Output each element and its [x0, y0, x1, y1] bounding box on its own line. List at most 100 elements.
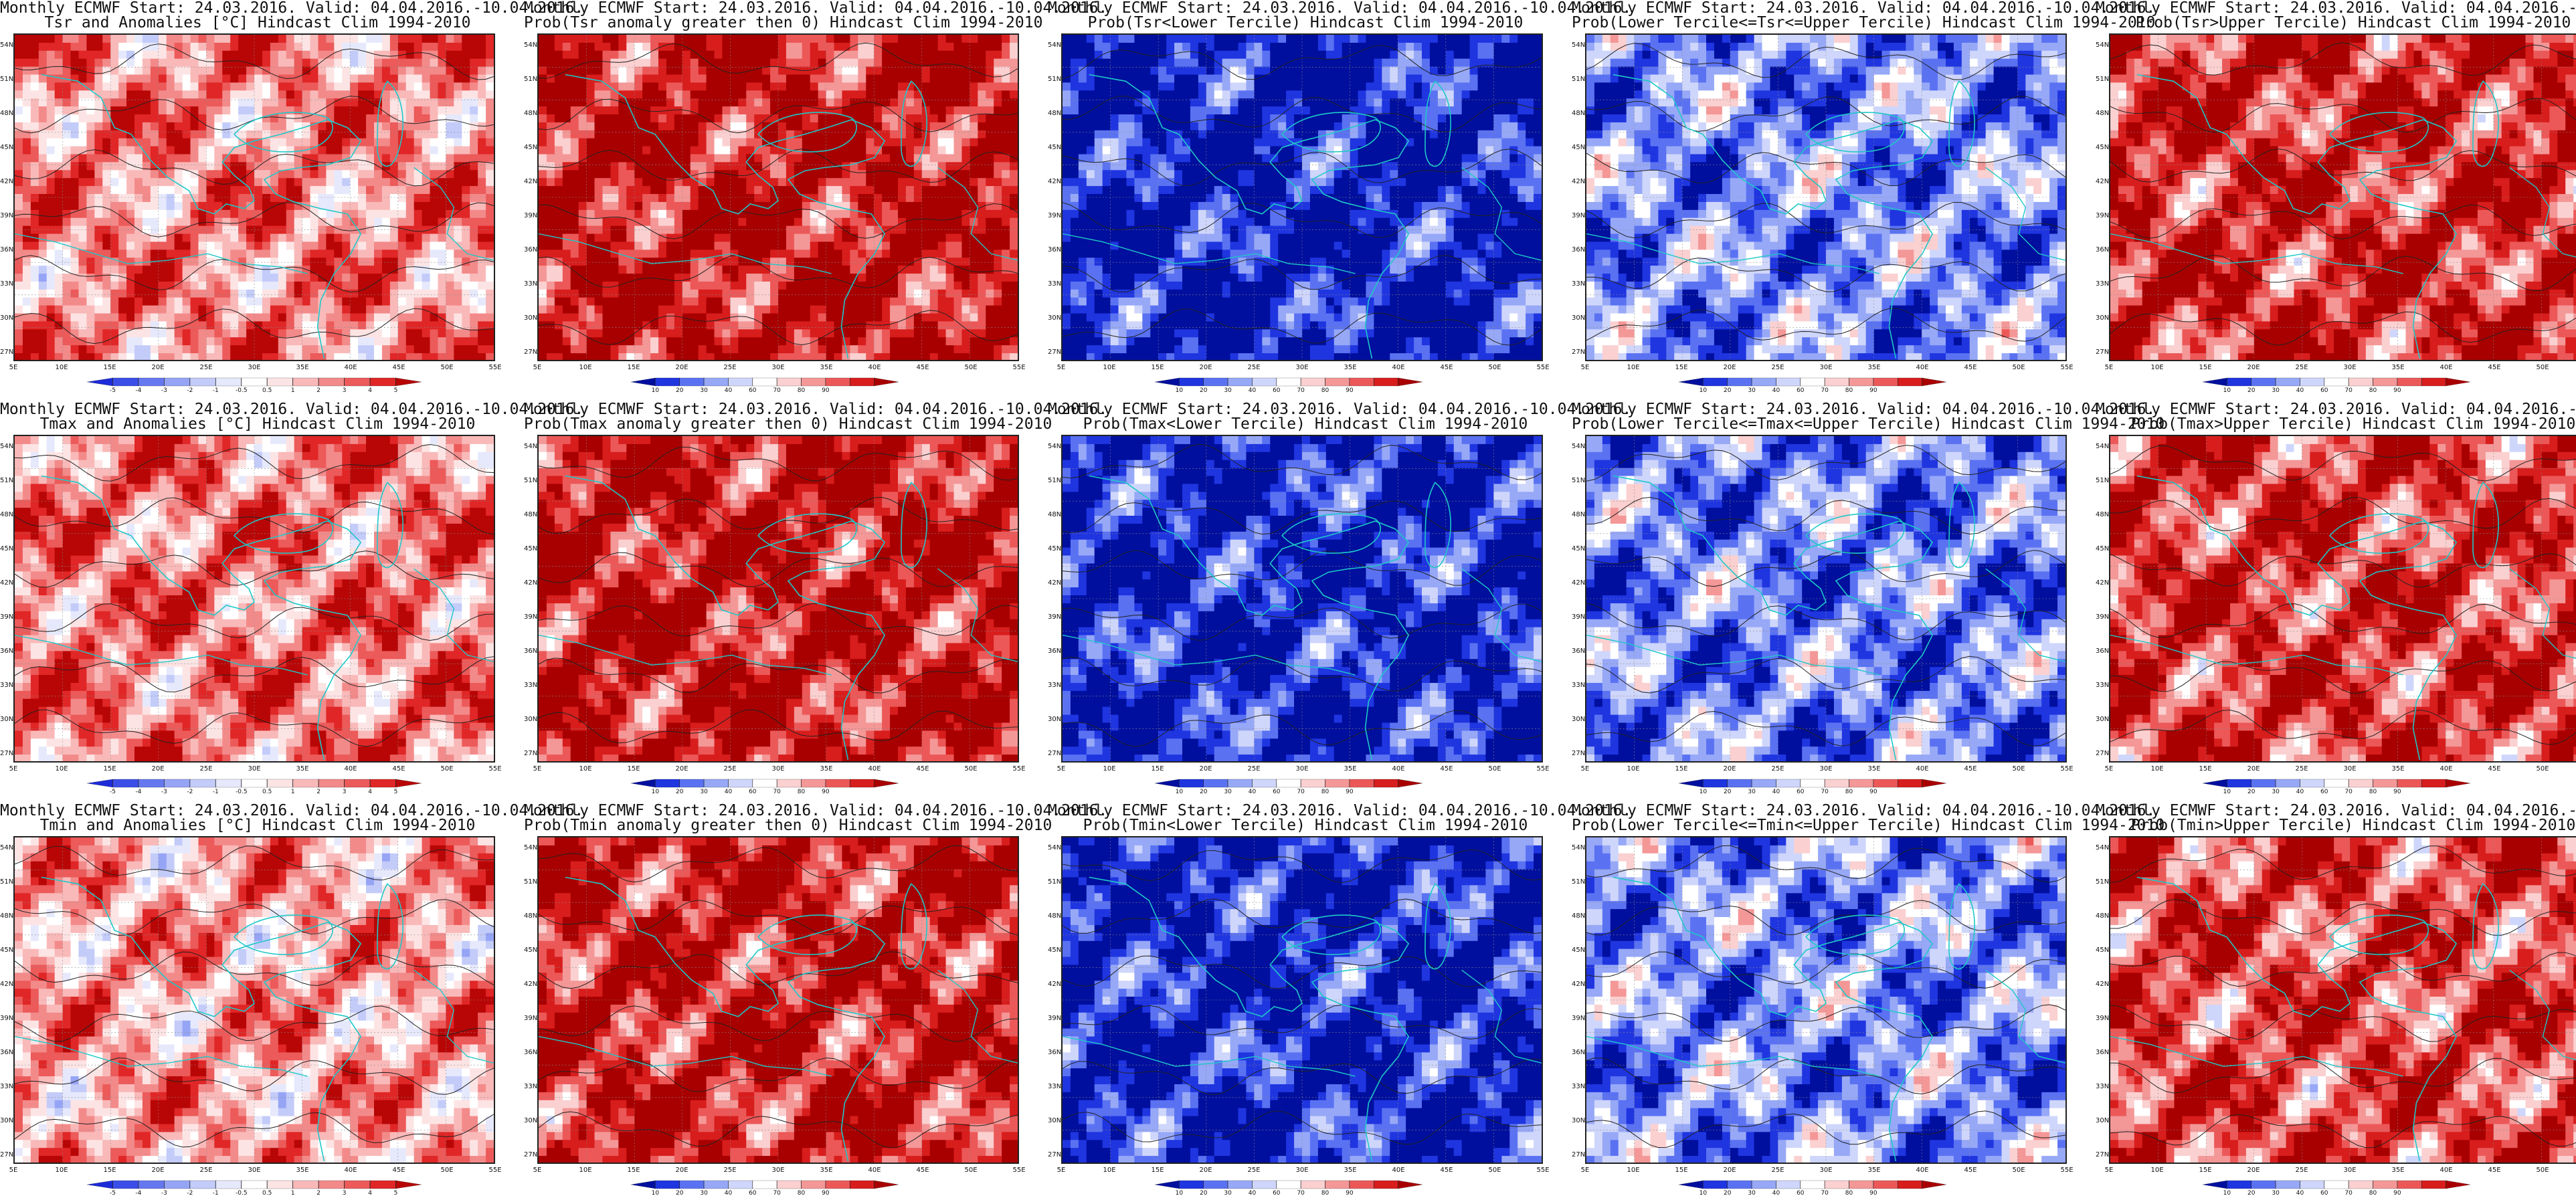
colorbar-label: 90 — [2393, 387, 2401, 394]
lat-tick-label: 48N — [1572, 912, 1585, 920]
panel-title-line1: Monthly ECMWF Start: 24.03.2016. Valid: … — [1048, 803, 1631, 819]
lat-tick-label: 39N — [1048, 1015, 1061, 1022]
forecast-map — [1585, 435, 2067, 763]
colorbar-label: 30 — [1748, 789, 1755, 795]
colorbar-label: 3 — [343, 387, 347, 394]
lon-tick-label: 40E — [2440, 364, 2452, 371]
colorbar-label: 40 — [725, 1190, 732, 1197]
lon-tick-label: 55E — [488, 364, 501, 371]
lon-tick-label: 25E — [199, 1167, 212, 1174]
lat-tick-label: 27N — [0, 750, 13, 757]
colorbar-label: 10 — [2223, 387, 2231, 394]
colorbar-label: 10 — [652, 387, 659, 394]
colorbar-label: 30 — [1748, 387, 1755, 394]
panel-title-line2: Prob(Tsr<Lower Tercile) Hindcast Clim 19… — [1048, 15, 1563, 31]
lon-tick-label: 45E — [2488, 364, 2500, 371]
map-field — [539, 837, 1018, 1163]
lat-tick-label: 39N — [2096, 212, 2109, 219]
lat-tick-label: 30N — [1572, 716, 1585, 723]
colorbar-label: 70 — [1297, 789, 1304, 795]
colorbar-label: 80 — [2369, 789, 2377, 795]
lon-tick-label: 50E — [2536, 765, 2549, 773]
lon-tick-label: 35E — [820, 765, 832, 773]
lat-tick-label: 54N — [524, 443, 537, 450]
lat-tick-label: 39N — [1048, 613, 1061, 621]
lat-tick-label: 42N — [1048, 981, 1061, 988]
map-field — [2110, 35, 2576, 360]
colorbar-label: 10 — [1699, 1190, 1707, 1197]
lon-tick-label: 40E — [2440, 1167, 2452, 1174]
forecast-panel: Monthly ECMWF Start: 24.03.2016. Valid: … — [2096, 401, 2576, 803]
lat-tick-label: 33N — [524, 1083, 537, 1090]
lon-tick-label: 35E — [296, 364, 308, 371]
forecast-map — [2109, 836, 2576, 1164]
colorbar-label: -1 — [213, 387, 219, 394]
lat-tick-label: 45N — [1572, 946, 1585, 954]
lon-tick-label: 30E — [771, 765, 784, 773]
colorbar-label: 3 — [343, 1190, 347, 1197]
lat-tick-label: 54N — [2096, 844, 2109, 851]
colorbar-label: 1 — [291, 1190, 295, 1197]
lon-tick-label: 45E — [392, 364, 405, 371]
colorbar-label: 0.5 — [262, 1190, 272, 1197]
colorbar-label: 80 — [2369, 387, 2377, 394]
lon-tick-label: 20E — [1723, 364, 1736, 371]
lon-tick-label: 15E — [1675, 1167, 1687, 1174]
forecast-map — [537, 435, 1019, 763]
lat-tick-label: 42N — [0, 178, 13, 185]
lat-tick-label: 33N — [1572, 280, 1585, 288]
panel-title-line1: Monthly ECMWF Start: 24.03.2016. Valid: … — [1572, 401, 2155, 418]
lon-tick-label: 15E — [2199, 1167, 2211, 1174]
lat-tick-label: 33N — [2096, 1083, 2109, 1090]
colorbar — [1678, 1180, 1947, 1189]
forecast-panel: Monthly ECMWF Start: 24.03.2016. Valid: … — [1048, 0, 1631, 401]
colorbar — [2202, 1180, 2471, 1189]
lon-tick-label: 35E — [1344, 1167, 1356, 1174]
colorbar — [86, 779, 422, 788]
lon-tick-label: 50E — [1488, 364, 1501, 371]
forecast-map — [13, 836, 495, 1164]
lon-tick-label: 35E — [2391, 765, 2404, 773]
colorbar-label: 40 — [2296, 789, 2304, 795]
lat-tick-label: 42N — [1572, 981, 1585, 988]
colorbar-label: 40 — [1249, 387, 1256, 394]
colorbar-label: 70 — [2344, 1190, 2352, 1197]
panel-title-line2: Prob(Tmax anomaly greater then 0) Hindca… — [524, 416, 1052, 433]
lon-tick-label: 15E — [103, 1167, 116, 1174]
lat-tick-label: 54N — [0, 41, 13, 49]
lat-tick-label: 27N — [0, 348, 13, 356]
colorbar — [630, 377, 899, 387]
lon-tick-label: 5E — [1057, 765, 1066, 773]
lon-tick-label: 5E — [1057, 364, 1066, 371]
lon-tick-label: 50E — [440, 1167, 453, 1174]
lon-tick-label: 55E — [1536, 364, 1549, 371]
lon-tick-label: 5E — [2105, 1167, 2114, 1174]
lon-tick-label: 35E — [2391, 364, 2404, 371]
lat-tick-label: 48N — [2096, 511, 2109, 518]
lat-tick-label: 42N — [2096, 981, 2109, 988]
lon-tick-label: 25E — [2295, 1167, 2308, 1174]
lon-tick-label: 25E — [1771, 1167, 1784, 1174]
lon-tick-label: 20E — [1723, 1167, 1736, 1174]
lon-tick-label: 25E — [1247, 1167, 1260, 1174]
forecast-map — [2109, 435, 2576, 763]
lat-tick-label: 54N — [1048, 41, 1061, 49]
colorbar-label: 10 — [2223, 789, 2231, 795]
forecast-panel: Monthly ECMWF Start: 24.03.2016. Valid: … — [524, 401, 1107, 803]
lon-tick-label: 5E — [9, 1167, 18, 1174]
forecast-panel: Monthly ECMWF Start: 24.03.2016. Valid: … — [1572, 401, 2165, 803]
colorbar-label: -4 — [135, 789, 141, 795]
lat-tick-label: 27N — [2096, 1151, 2109, 1159]
map-field — [539, 35, 1018, 360]
colorbar-label: 30 — [700, 1190, 707, 1197]
lon-tick-label: 5E — [9, 364, 18, 371]
lat-tick-label: 48N — [2096, 110, 2109, 117]
lon-tick-label: 25E — [1771, 765, 1784, 773]
lon-tick-label: 55E — [2060, 364, 2073, 371]
lon-tick-label: 40E — [868, 1167, 881, 1174]
lat-tick-label: 30N — [524, 1117, 537, 1124]
colorbar-label: 90 — [822, 789, 829, 795]
colorbar-label: 80 — [1321, 1190, 1329, 1197]
lon-tick-label: 55E — [1012, 1167, 1025, 1174]
lat-tick-label: 27N — [2096, 348, 2109, 356]
